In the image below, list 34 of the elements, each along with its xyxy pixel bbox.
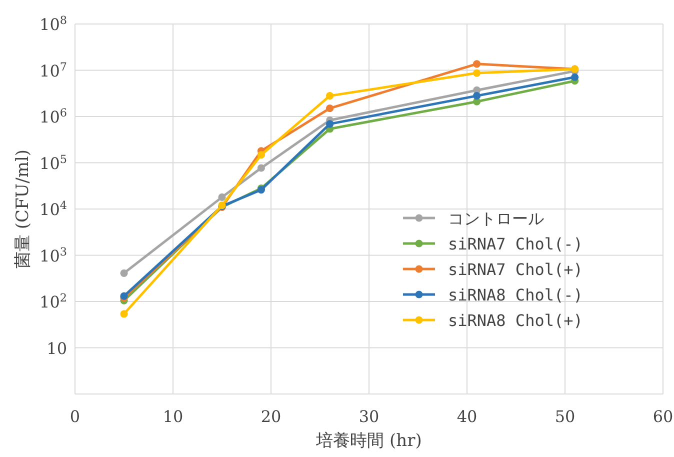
point [257,164,265,172]
x-axis-title: 培養時間 (hr) [315,431,422,451]
point [218,193,226,201]
x-tick-label: 0 [70,407,80,426]
point [326,120,334,128]
point [571,73,579,81]
legend-label: siRNA8 Chol(+) [448,311,583,330]
y-tick-label: 10$^{7}$ [40,60,67,80]
legend-label: siRNA7 Chol(+) [448,260,583,279]
x-tick-label: 60 [652,407,674,426]
y-axis-title: 菌量 (CFU/ml) [13,149,33,269]
legend-label: siRNA7 Chol(-) [448,234,583,254]
legend-label: コントロール [448,209,544,228]
y-tick-label: 10$^{2}$ [40,291,67,312]
y-tick-label: 10$^{4}$ [40,198,67,219]
x-tick-label: 30 [358,407,380,426]
x-tick-label: 20 [260,407,282,426]
point [120,310,128,318]
point [120,269,128,277]
x-tick-label: 40 [456,407,478,426]
point [473,69,481,77]
y-tick-label: 10 [46,338,67,358]
point [473,92,481,100]
y-tick-label: 10$^{5}$ [40,152,67,173]
x-tick-label: 10 [162,407,184,426]
point [326,104,334,112]
y-tick-label: 10$^{6}$ [40,106,67,126]
point [473,60,481,68]
x-tick-label: 50 [554,407,576,426]
legend-label: siRNA8 Chol(-) [448,286,583,304]
y-tick-label: 10$^{3}$ [40,244,67,266]
point [257,151,265,159]
point [326,92,334,100]
y-tick-label: 10$^{8}$ [40,14,67,34]
